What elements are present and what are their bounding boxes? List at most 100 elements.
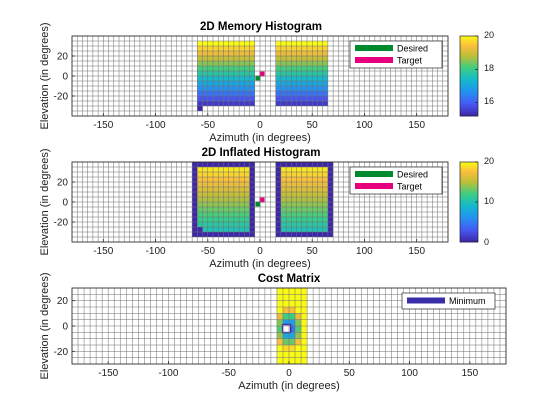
histogram-notch-cell (197, 106, 203, 111)
cost-matrix-ticks (72, 300, 471, 364)
legend-label-desired: Desired (397, 170, 428, 180)
histogram-row (280, 197, 328, 202)
cost-cell (276, 288, 283, 295)
colorbar-segment (460, 98, 478, 101)
colorbar-segment (460, 184, 478, 187)
legend-swatch-desired (355, 45, 393, 51)
memory-histogram-ytick: -20 (54, 92, 69, 103)
histogram-row (280, 187, 328, 192)
cost-matrix-xtick: -50 (221, 368, 236, 379)
cost-cell (301, 351, 308, 358)
colorbar-segment (460, 58, 478, 61)
cost-cell (295, 319, 302, 326)
memory-histogram-xtick: 150 (408, 120, 425, 131)
inflated-histogram-xtick: 0 (257, 246, 263, 257)
histogram-row (280, 167, 328, 172)
inflated-histogram-xlabel: Azimuth (in degrees) (209, 258, 311, 270)
inflated-histogram-xtick: 50 (307, 246, 319, 257)
cost-cell (295, 313, 302, 320)
memory-histogram-xtick: 50 (307, 120, 319, 131)
cost-cell (295, 307, 302, 314)
colorbar-segment (460, 48, 478, 51)
inflated-histogram-xtick: -50 (201, 246, 216, 257)
cost-cell (276, 319, 283, 326)
marker-target (259, 71, 265, 77)
colorbar-segment (460, 194, 478, 197)
cost-matrix-xlabel: Azimuth (in degrees) (238, 380, 340, 392)
colorbar-segment (460, 64, 478, 67)
legend-swatch-desired (355, 171, 393, 177)
cost-matrix-xtick: -100 (158, 368, 178, 379)
memory-histogram-colorbar (459, 35, 479, 117)
legend-label-desired: Desired (397, 44, 428, 54)
colorbar-segment (460, 38, 478, 41)
colorbar-segment (460, 82, 478, 85)
cost-matrix-ytick: -20 (54, 347, 69, 358)
cost-cell (301, 307, 308, 314)
histogram-row (280, 212, 328, 217)
colorbar-segment (460, 162, 478, 165)
colorbar-segment (460, 222, 478, 225)
cost-cell (276, 345, 283, 352)
cost-cell (289, 345, 296, 352)
histogram-row (280, 177, 328, 182)
colorbar-segment (460, 196, 478, 199)
cost-cell (289, 351, 296, 358)
colorbar-segment (460, 36, 478, 39)
cost-cell (301, 326, 308, 333)
legend-label-minimum: Minimum (449, 296, 486, 306)
cost-matrix-xtick: 0 (286, 368, 292, 379)
cost-cell (276, 332, 283, 339)
cost-cell (301, 338, 308, 345)
inflated-histogram-panel: 2D Inflated Histogram -150 -100 -50 0 50… (39, 147, 494, 270)
colorbar-segment (460, 172, 478, 175)
cost-cell (282, 357, 289, 364)
colorbar-segment (460, 102, 478, 105)
colorbar-segment (460, 230, 478, 233)
marker-desired (255, 201, 261, 207)
colorbar-segment (460, 80, 478, 83)
histogram-row (197, 101, 255, 106)
colorbar-segment (460, 74, 478, 77)
colorbar-segment (460, 216, 478, 219)
colorbar-segment (460, 210, 478, 213)
colorbar-segment (460, 200, 478, 203)
colorbar-segment (460, 168, 478, 171)
memory-colorbar-tick: 18 (484, 63, 494, 73)
memory-histogram-xtick: -100 (146, 120, 166, 131)
colorbar-segment (460, 188, 478, 191)
colorbar-segment (460, 238, 478, 241)
histogram-row (280, 172, 328, 177)
cost-cell (276, 338, 283, 345)
cost-cell (282, 288, 289, 295)
legend-label-target: Target (397, 182, 423, 192)
memory-colorbar-tick: 20 (484, 30, 494, 40)
colorbar-segment (460, 72, 478, 75)
colorbar-segment (460, 44, 478, 47)
cost-cell (282, 294, 289, 301)
colorbar-segment (460, 206, 478, 209)
memory-histogram-ticks (72, 55, 418, 116)
inflated-histogram-xtick: -100 (146, 246, 166, 257)
colorbar-segment (460, 42, 478, 45)
colorbar-segment (460, 176, 478, 179)
memory-histogram-xtick: 100 (356, 120, 373, 131)
colorbar-segment (460, 90, 478, 93)
inflated-colorbar-tick: 20 (484, 156, 494, 166)
cost-matrix-cells (276, 288, 308, 364)
colorbar-segment (460, 202, 478, 205)
marker-desired (255, 75, 261, 81)
cost-cell (295, 294, 302, 301)
colorbar-segment (460, 88, 478, 91)
histogram-row (280, 227, 328, 232)
colorbar-segment (460, 174, 478, 177)
histogram-row (197, 41, 255, 46)
cost-cell (282, 300, 289, 307)
colorbar-segment (460, 180, 478, 183)
cost-cell (276, 294, 283, 301)
colorbar-segment (460, 76, 478, 79)
histogram-row (197, 56, 255, 61)
colorbar-segment (460, 212, 478, 215)
inflated-histogram-legend: Desired Target (349, 166, 443, 195)
cost-cell (282, 319, 289, 326)
